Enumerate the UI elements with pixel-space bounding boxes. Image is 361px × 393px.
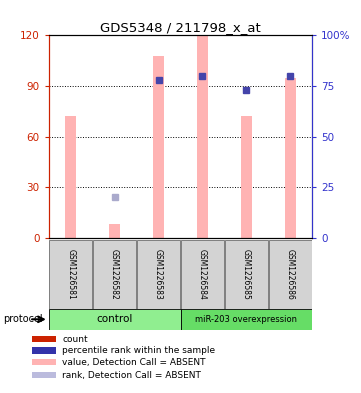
Bar	[153, 55, 164, 238]
Bar	[180, 309, 312, 330]
Bar	[32, 347, 56, 354]
Text: percentile rank within the sample: percentile rank within the sample	[62, 346, 215, 355]
Text: rank, Detection Call = ABSENT: rank, Detection Call = ABSENT	[62, 371, 201, 380]
Bar	[137, 240, 180, 309]
Bar	[109, 224, 120, 238]
Bar	[49, 240, 92, 309]
Title: GDS5348 / 211798_x_at: GDS5348 / 211798_x_at	[100, 21, 261, 34]
Text: control: control	[96, 314, 133, 324]
Text: protocol: protocol	[4, 314, 43, 324]
Text: GSM1226584: GSM1226584	[198, 249, 207, 299]
Text: value, Detection Call = ABSENT: value, Detection Call = ABSENT	[62, 358, 205, 367]
Text: GSM1226585: GSM1226585	[242, 249, 251, 299]
Bar	[32, 336, 56, 342]
Bar	[65, 116, 76, 238]
Bar	[197, 35, 208, 238]
Bar	[32, 359, 56, 365]
Bar	[285, 77, 296, 238]
Bar	[241, 116, 252, 238]
Bar	[269, 240, 312, 309]
Bar	[225, 240, 268, 309]
Text: miR-203 overexpression: miR-203 overexpression	[195, 315, 297, 324]
Bar	[181, 240, 224, 309]
Bar	[93, 240, 136, 309]
Text: GSM1226583: GSM1226583	[154, 249, 163, 299]
Text: GSM1226581: GSM1226581	[66, 249, 75, 299]
Bar	[32, 372, 56, 378]
Text: GSM1226586: GSM1226586	[286, 249, 295, 299]
Bar	[49, 309, 180, 330]
Text: GSM1226582: GSM1226582	[110, 249, 119, 299]
Text: count: count	[62, 335, 88, 344]
